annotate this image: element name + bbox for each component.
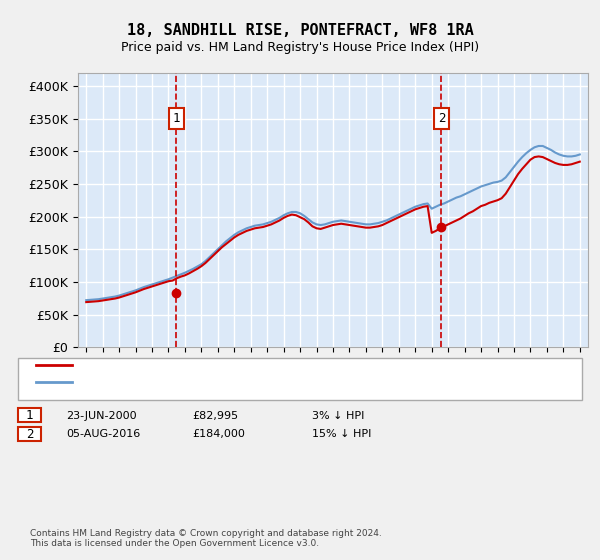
Text: 3% ↓ HPI: 3% ↓ HPI: [312, 410, 364, 421]
Text: 05-AUG-2016: 05-AUG-2016: [66, 429, 140, 439]
Text: Price paid vs. HM Land Registry's House Price Index (HPI): Price paid vs. HM Land Registry's House …: [121, 41, 479, 54]
Text: 1: 1: [26, 409, 33, 422]
Text: Contains HM Land Registry data © Crown copyright and database right 2024.
This d: Contains HM Land Registry data © Crown c…: [30, 529, 382, 548]
Text: 15% ↓ HPI: 15% ↓ HPI: [312, 429, 371, 439]
Text: 18, SANDHILL RISE, PONTEFRACT, WF8 1RA (detached house): 18, SANDHILL RISE, PONTEFRACT, WF8 1RA (…: [78, 360, 422, 370]
Text: 2: 2: [26, 427, 33, 441]
Text: 2: 2: [437, 112, 445, 125]
Text: £184,000: £184,000: [192, 429, 245, 439]
Text: £82,995: £82,995: [192, 410, 238, 421]
Text: 1: 1: [172, 112, 180, 125]
Text: 18, SANDHILL RISE, PONTEFRACT, WF8 1RA: 18, SANDHILL RISE, PONTEFRACT, WF8 1RA: [127, 24, 473, 38]
Text: 23-JUN-2000: 23-JUN-2000: [66, 410, 137, 421]
Text: HPI: Average price, detached house, Wakefield: HPI: Average price, detached house, Wake…: [78, 377, 339, 387]
